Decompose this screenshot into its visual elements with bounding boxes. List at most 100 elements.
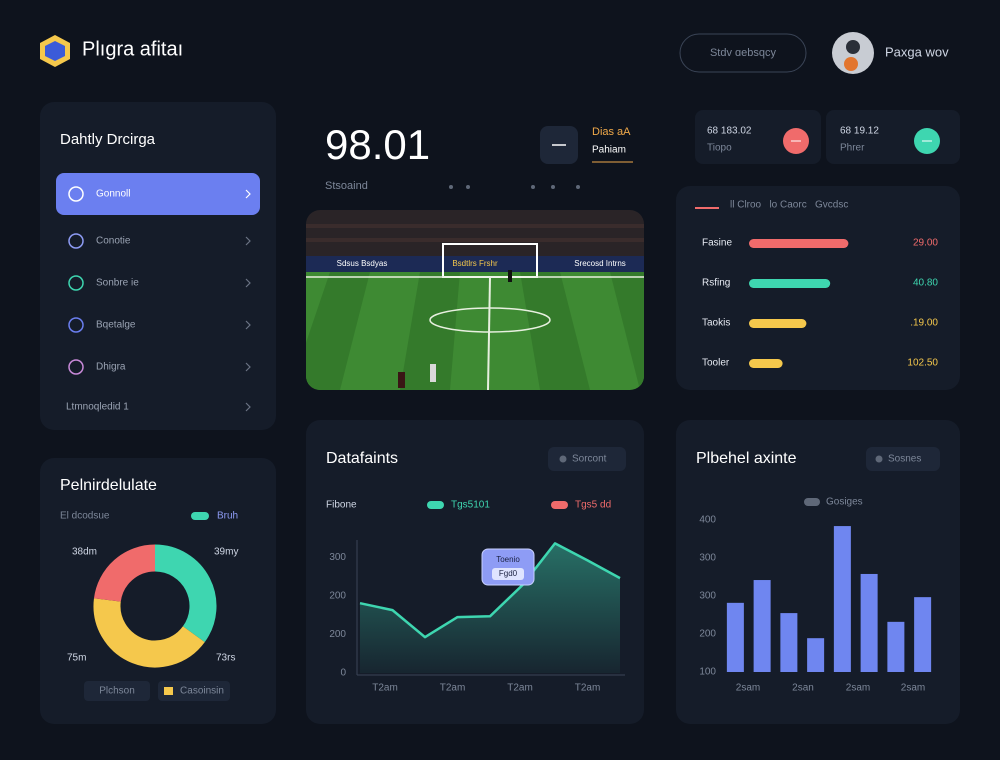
donut-panel — [40, 458, 276, 724]
video[interactable] — [290, 210, 660, 390]
progress-name: Rsfing — [702, 278, 730, 289]
progress-name: Taokis — [702, 318, 730, 329]
nav-chevron — [245, 402, 251, 412]
progress-name: Fasine — [702, 238, 732, 249]
banner: Sdsus Bsdyas — [337, 259, 388, 268]
x-tick-label: T2am — [372, 683, 398, 694]
nav-label[interactable]: Dhigra — [96, 362, 126, 373]
brand: Plıgra afitaı — [82, 38, 183, 60]
sidebar-panel — [40, 102, 276, 430]
donut-button[interactable] — [158, 681, 230, 701]
y-tick-label: 0 — [340, 668, 346, 679]
y-tick-label: 300 — [329, 552, 346, 563]
donut-button[interactable] — [84, 681, 150, 701]
progress-amount: 102.50 — [907, 358, 938, 369]
nav: Gonnoll Conotie Sonbre ie Bqetalge Dhigra Ltm… — [66, 186, 251, 413]
progress-bar — [749, 319, 807, 328]
nav-chevron — [245, 362, 251, 372]
search-placeholder: Stdv ɑebsqcy — [710, 47, 777, 59]
line-button[interactable] — [548, 447, 626, 471]
donut-button-label: Casoinsin — [180, 686, 224, 697]
avatar-head — [846, 40, 860, 54]
progress-bar — [749, 239, 849, 248]
tooltip-chip — [492, 568, 524, 580]
nav-label[interactable]: Sonbre ie — [96, 278, 139, 289]
sidebar-title: Dahtly Drcirga — [60, 131, 156, 148]
donut-title: Pelnirdelulate — [60, 477, 157, 494]
bar-button[interactable] — [866, 447, 940, 471]
progress-name: Tooler — [702, 358, 730, 369]
nav-label[interactable]: Bqetalge — [96, 320, 136, 331]
bar — [914, 597, 932, 672]
progress-amount: 40.80 — [913, 278, 938, 289]
bar — [887, 621, 905, 672]
nav-chevron — [245, 236, 251, 246]
bar — [726, 602, 744, 672]
legend-label: Tgs5 dd — [575, 500, 611, 511]
score-value: 98.01 — [325, 121, 430, 168]
line-title: Datafaints — [326, 450, 398, 467]
bar-button-label: Sosnes — [888, 454, 921, 465]
bar — [833, 526, 851, 672]
donut-legend-tag: Bruh — [217, 511, 238, 522]
bar — [753, 580, 771, 672]
nav-icon — [68, 317, 84, 333]
nav-icon — [68, 186, 84, 202]
y-tick-label: 200 — [329, 590, 346, 601]
tooltip-value: Fgd0 — [499, 569, 518, 578]
score-caption: Stsoaind — [325, 180, 368, 192]
legend-swatch — [551, 501, 568, 509]
user-name: Paxga wov — [885, 44, 949, 59]
bar — [780, 613, 798, 672]
line-legend-title: Fibone — [326, 500, 357, 511]
x-tick-label: 2san — [792, 683, 814, 694]
progress-legend: ll Clroo lo Caorc Gvcdsc — [730, 200, 848, 211]
donut-legend-swatch — [191, 512, 209, 520]
y-tick-label: 400 — [699, 515, 716, 526]
bar-button-dot — [875, 455, 883, 463]
nav-icon — [68, 275, 84, 291]
line-area — [360, 543, 620, 673]
nav-active[interactable] — [56, 173, 260, 215]
line-button-label: Sorcont — [572, 454, 607, 465]
progress-amount: 29.00 — [913, 238, 938, 249]
tile-value: 68 19.12 — [840, 126, 879, 137]
line-series — [359, 542, 621, 639]
legend-swatch — [427, 501, 444, 509]
nav-label[interactable]: Conotie — [96, 236, 131, 247]
nav-icon — [68, 233, 84, 249]
tile-label: Tiopo — [707, 143, 732, 154]
nav-label[interactable]: Gonnoll — [96, 189, 130, 200]
legend-label: Tgs5101 — [451, 500, 490, 511]
donut-legend: El dcodsue — [60, 511, 110, 522]
donut-segment — [93, 598, 205, 668]
y-tick-label: 100 — [699, 667, 716, 678]
y-tick-label: 200 — [699, 629, 716, 640]
nav-chevron — [245, 189, 251, 199]
line-button-dot — [559, 455, 567, 463]
action-top: Dias aA — [592, 126, 631, 138]
x-tick-label: 2sam — [736, 683, 760, 694]
x-tick-label: T2am — [507, 683, 533, 694]
donut-callout: 38dm — [72, 547, 97, 558]
score-dots — [449, 185, 580, 189]
tile[interactable] — [826, 110, 960, 164]
tile-label: Phrer — [840, 143, 865, 154]
nav-label[interactable]: Ltmnoqledid 1 — [66, 402, 129, 413]
banner: Srecosd Intrns — [574, 259, 626, 268]
nav-chevron — [245, 320, 251, 330]
action-bottom: Pahiam — [592, 145, 626, 156]
banner: Bsdtlrs Frshr — [452, 259, 498, 268]
nav-chevron — [245, 278, 251, 288]
x-tick-label: 2sam — [901, 683, 925, 694]
search-box[interactable] — [679, 33, 807, 73]
donut-callout: 75m — [67, 653, 86, 664]
donut-callout: 39my — [214, 547, 238, 558]
nav-icon — [68, 359, 84, 375]
tile-value: 68 183.02 — [707, 126, 752, 137]
donut-callout: 73rs — [216, 653, 235, 664]
avatar-ball — [844, 57, 858, 71]
x-tick-label: T2am — [440, 683, 466, 694]
donut-segment — [154, 544, 217, 643]
